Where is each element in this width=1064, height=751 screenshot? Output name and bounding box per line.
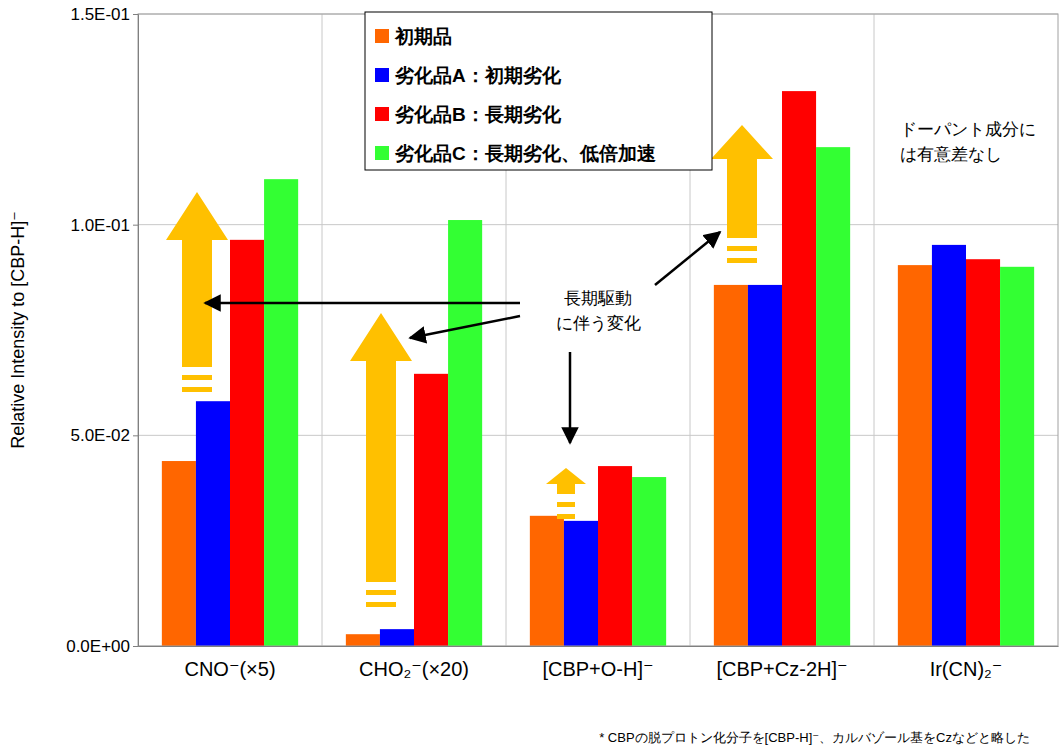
bar-series (264, 147, 1034, 646)
arrow-dash (557, 502, 575, 507)
y-tick: 0.0E+00 (66, 637, 138, 656)
bar (966, 259, 1000, 646)
y-tick-label: 5.0E-02 (70, 426, 130, 445)
bar (564, 521, 598, 646)
arrow-dash (366, 590, 396, 595)
y-axis-title: Relative Intensity to [CBP-H]⁻ (8, 211, 28, 449)
pointer-arrow (569, 352, 572, 443)
y-tick-mark (133, 435, 138, 436)
bar-series (230, 91, 1000, 646)
legend-label: 劣化品B：長期劣化 (394, 104, 562, 125)
footnote: * CBPの脱プロトン化分子を[CBP-H]⁻、カルバゾール基をCzなどと略した (599, 730, 1030, 745)
bar (632, 477, 666, 646)
legend-label: 劣化品C：長期劣化、低倍加速 (394, 143, 656, 164)
arrow-body (546, 468, 586, 494)
y-axis: 0.0E+00 5.0E-02 1.0E-01 1.5E-01 (66, 5, 138, 656)
legend-swatch (375, 107, 389, 121)
x-tick-label: CHO₂⁻(×20) (359, 658, 469, 680)
bar (932, 245, 966, 646)
chart: 0.0E+00 5.0E-02 1.0E-01 1.5E-01 CNO⁻(×5) CHO₂… (0, 0, 1064, 751)
y-tick-mark (133, 225, 138, 226)
category-separator (322, 14, 323, 646)
bars (162, 91, 1034, 646)
x-tick-label: Ir(CN)₂⁻ (930, 658, 1003, 680)
arrow-dash (727, 246, 757, 251)
bar (782, 91, 816, 646)
annotation-text: は有意差なし (900, 145, 1002, 164)
legend-label: 初期品 (394, 26, 452, 47)
legend-swatch (375, 68, 389, 82)
y-tick-label: 1.0E-01 (70, 216, 130, 235)
arrow-body (166, 192, 228, 367)
x-tick-label: [CBP+O-H]⁻ (542, 658, 653, 680)
bar (264, 179, 298, 646)
x-tick: CNO⁻(×5) (184, 646, 275, 680)
arrow-dash (557, 514, 575, 519)
x-tick-label: CNO⁻(×5) (184, 658, 275, 680)
bar (380, 629, 414, 646)
y-tick-mark (133, 14, 138, 15)
legend-box (365, 12, 712, 170)
x-tick: [CBP+O-H]⁻ (542, 646, 653, 680)
x-tick-label: [CBP+Cz-2H]⁻ (716, 658, 847, 680)
y-tick-mark (133, 646, 138, 647)
change-arrow (166, 192, 228, 392)
y-axis-line (133, 15, 139, 647)
arrow-dash (182, 375, 212, 380)
bar (1000, 267, 1034, 646)
category-separator (874, 14, 875, 646)
legend: 初期品劣化品A：初期劣化劣化品B：長期劣化劣化品C：長期劣化、低倍加速 (365, 12, 712, 170)
arrow-dash (182, 387, 212, 392)
y-tick: 1.5E-01 (70, 5, 138, 24)
annotation-text: 長期駆動 (564, 289, 632, 308)
y-tick-label: 1.5E-01 (70, 5, 130, 24)
bar (530, 516, 564, 646)
arrow-body (711, 125, 773, 238)
pointer-arrow (655, 232, 720, 285)
bar (196, 401, 230, 646)
legend-swatch (375, 29, 389, 43)
pointer-arrow (205, 302, 520, 305)
x-tick: CHO₂⁻(×20) (359, 646, 469, 680)
annotation-text: ドーパント成分に (900, 120, 1036, 139)
y-tick-label: 0.0E+00 (66, 637, 130, 656)
bar (414, 374, 448, 646)
bar (346, 634, 380, 646)
arrow-body (350, 313, 412, 582)
annotations (166, 125, 773, 607)
arrow-dash (366, 602, 396, 607)
bar-series (196, 245, 966, 646)
bar (898, 265, 932, 646)
bar (230, 240, 264, 646)
change-arrow (350, 313, 412, 607)
x-tick: Ir(CN)₂⁻ (930, 646, 1003, 680)
bar (162, 461, 196, 646)
change-arrow (711, 125, 773, 263)
bar (748, 285, 782, 646)
pointer-arrow (410, 316, 520, 338)
y-tick: 1.0E-01 (70, 216, 138, 235)
arrow-dash (727, 258, 757, 263)
x-axis-line (139, 646, 1059, 647)
plot: 0.0E+00 5.0E-02 1.0E-01 1.5E-01 CNO⁻(×5) CHO₂… (66, 5, 1058, 680)
legend-label: 劣化品A：初期劣化 (394, 65, 562, 86)
x-tick: [CBP+Cz-2H]⁻ (716, 646, 847, 680)
bar (448, 220, 482, 646)
bar (714, 285, 748, 646)
annotation-text: に伴う変化 (556, 314, 641, 333)
change-arrow (546, 468, 586, 519)
y-tick: 5.0E-02 (70, 426, 138, 445)
bar (816, 147, 850, 646)
x-axis: CNO⁻(×5) CHO₂⁻(×20) [CBP+O-H]⁻ [CBP+Cz-2H]⁻… (139, 646, 1059, 680)
legend-swatch (375, 146, 389, 160)
bar (598, 466, 632, 646)
